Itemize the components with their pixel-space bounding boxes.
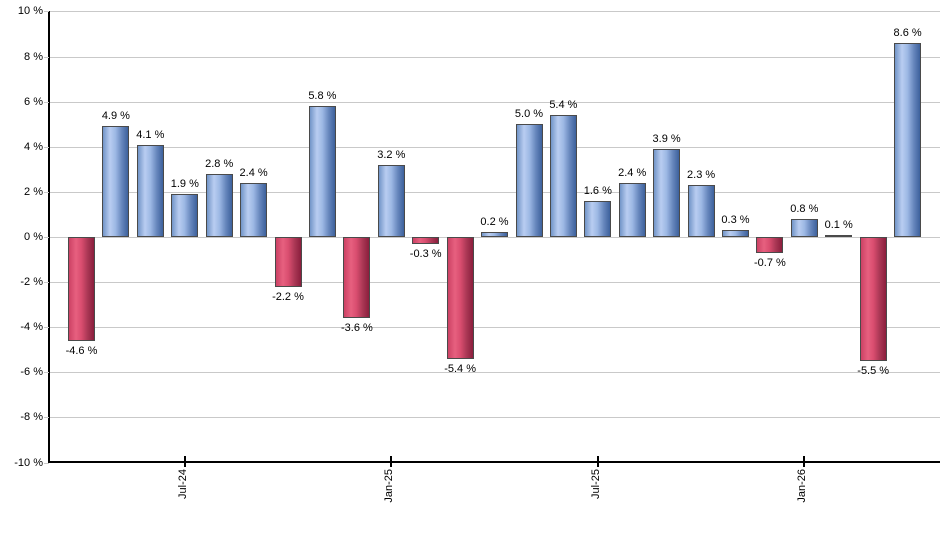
y-axis-tick	[44, 57, 49, 58]
bar-negative	[68, 237, 95, 341]
x-axis-tick	[596, 456, 599, 467]
bar-value-label: -5.5 %	[857, 365, 890, 377]
bar-value-label: -0.3 %	[409, 248, 442, 260]
bar-value-label: 0.3 %	[721, 214, 750, 226]
bar-value-label: 1.6 %	[583, 185, 612, 197]
bar-value-label: 1.9 %	[170, 178, 199, 190]
bar-positive	[825, 235, 853, 237]
y-axis-label: 8 %	[24, 51, 43, 63]
bar-positive	[618, 183, 646, 237]
bar-value-label: 0.2 %	[480, 216, 509, 228]
gridline	[50, 417, 940, 418]
bar-value-label: 5.8 %	[308, 90, 337, 102]
bar-positive	[790, 219, 818, 237]
bar-positive	[894, 43, 922, 237]
bar-value-label: 2.4 %	[239, 167, 268, 179]
y-axis-tick	[44, 417, 49, 418]
bar-value-label: 0.1 %	[824, 219, 853, 231]
y-axis-label: -2 %	[20, 276, 43, 288]
bar-value-label: 5.4 %	[549, 99, 578, 111]
bar-negative	[446, 237, 474, 359]
x-axis-tick	[390, 456, 393, 467]
bar-positive	[240, 183, 268, 237]
bar-positive	[584, 201, 612, 237]
bar-value-label: 0.8 %	[790, 203, 819, 215]
bar-value-label: -4.6 %	[65, 345, 98, 357]
x-axis-line	[48, 461, 940, 463]
gridline	[50, 102, 940, 103]
y-axis-label: 6 %	[24, 96, 43, 108]
bar-positive	[136, 145, 164, 237]
bar-value-label: 4.1 %	[136, 129, 165, 141]
bar-negative	[343, 237, 371, 318]
gridline	[50, 282, 940, 283]
y-axis-line	[48, 11, 50, 462]
y-axis-tick	[44, 372, 49, 373]
gridline	[50, 192, 940, 193]
gridline	[50, 372, 940, 373]
y-axis-label: -6 %	[20, 366, 43, 378]
y-axis-label: 2 %	[24, 186, 43, 198]
gridline	[50, 11, 940, 12]
y-axis-tick	[44, 11, 49, 12]
bar-value-label: -2.2 %	[272, 291, 304, 303]
gridline	[50, 147, 940, 148]
bar-value-label: 3.2 %	[377, 149, 406, 161]
gridline	[50, 237, 940, 238]
y-axis-tick	[44, 327, 49, 328]
y-axis-tick	[44, 147, 49, 148]
bar-value-label: 2.4 %	[618, 167, 647, 179]
gridline	[50, 57, 940, 58]
x-axis-label: Jul-24	[176, 469, 189, 499]
bar-value-label: 8.6 %	[893, 27, 922, 39]
bar-value-label: 2.8 %	[205, 158, 234, 170]
bar-value-label: -5.4 %	[444, 363, 476, 375]
y-axis-tick	[44, 102, 49, 103]
y-axis-label: 0 %	[24, 231, 43, 243]
bar-positive	[377, 165, 405, 237]
bar-positive	[171, 194, 199, 237]
bar-value-label: 2.3 %	[687, 169, 716, 181]
bar-value-label: 4.9 %	[101, 110, 130, 122]
y-axis-label: 10 %	[17, 5, 43, 17]
y-axis-tick	[44, 282, 49, 283]
bar-positive	[205, 174, 233, 237]
bar-positive	[722, 230, 749, 237]
bar-value-label: 5.0 %	[514, 108, 544, 120]
bar-positive	[687, 185, 715, 237]
y-axis-label: -8 %	[20, 411, 43, 423]
x-axis-tick	[183, 456, 186, 467]
gridline	[50, 327, 940, 328]
bar-positive	[653, 149, 681, 237]
x-axis-label: Jan-25	[383, 469, 396, 503]
y-axis-label: -10 %	[14, 457, 43, 469]
x-axis-label: Jul-25	[589, 469, 602, 499]
x-axis-label: Jan-26	[796, 469, 809, 503]
bar-value-label: 3.9 %	[652, 133, 681, 145]
bar-value-label: -3.6 %	[340, 322, 373, 334]
bar-negative	[412, 237, 440, 244]
bar-value-label: -0.7 %	[753, 257, 786, 269]
bar-positive	[549, 115, 577, 237]
y-axis-tick	[44, 192, 49, 193]
bar-negative	[859, 237, 887, 361]
bar-negative	[756, 237, 784, 253]
bar-positive	[515, 124, 543, 237]
x-axis-tick	[803, 456, 806, 467]
bar-positive	[102, 126, 130, 237]
bar-positive	[308, 106, 336, 237]
bar-negative	[274, 237, 302, 287]
y-axis-tick	[44, 237, 49, 238]
y-axis-label: 4 %	[24, 141, 43, 153]
bar-positive	[481, 232, 508, 237]
y-axis-label: -4 %	[20, 321, 43, 333]
y-axis-tick	[44, 463, 49, 464]
